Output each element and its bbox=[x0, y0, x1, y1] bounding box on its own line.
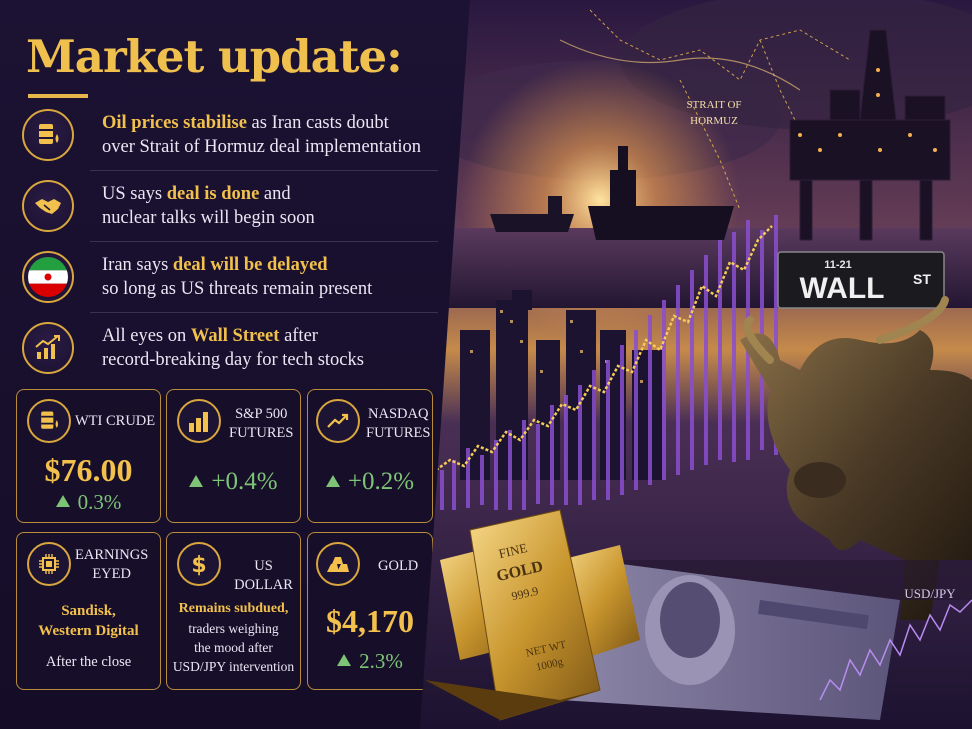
handshake-icon bbox=[22, 180, 74, 232]
usdjpy-label: USD/JPY bbox=[904, 586, 956, 601]
wti-change-value: 0.3% bbox=[77, 490, 122, 514]
news-oil-highlight: Oil prices stabilise bbox=[102, 113, 247, 133]
earnings-company-1: Sandisk, bbox=[61, 603, 116, 619]
usd-headline: Remains subdued, bbox=[178, 601, 289, 616]
earnings-label-line2: EYED bbox=[92, 566, 131, 582]
up-arrow-icon bbox=[325, 475, 340, 487]
news-us-highlight: deal is done bbox=[166, 184, 260, 204]
usd-label: US DOLLAR bbox=[234, 558, 293, 593]
news-item-wall-street: All eyes on Wall Street after record-brea… bbox=[22, 315, 440, 381]
gold-bar-purity: 999.9 bbox=[510, 584, 539, 604]
news-panel: Market update: Oil prices stabilise as I… bbox=[0, 0, 470, 729]
chip-icon bbox=[27, 542, 71, 586]
usd-detail-line3: USD/JPY intervention bbox=[172, 659, 295, 674]
sp500-label-line2: FUTURES bbox=[229, 425, 294, 441]
nasdaq-change-value: +0.2% bbox=[347, 468, 415, 495]
earnings-company-2: Western Digital bbox=[38, 623, 139, 639]
news-oil-line1: as Iran casts doubt bbox=[246, 113, 389, 133]
up-arrow-icon bbox=[189, 475, 204, 487]
sign-street-number: 11-21 bbox=[824, 259, 852, 271]
trend-up-icon bbox=[316, 399, 360, 443]
gold-bars-icon bbox=[316, 542, 360, 586]
sp500-change-value: +0.4% bbox=[211, 468, 278, 495]
tanker-ship-right bbox=[588, 146, 734, 240]
usd-detail: traders weighing the mood after USD/JPY in… bbox=[167, 619, 300, 676]
news-us-pre: US says bbox=[102, 184, 167, 204]
strait-label-2: HORMUZ bbox=[690, 115, 738, 127]
oil-barrel-icon bbox=[22, 109, 74, 161]
bull-statue bbox=[740, 296, 972, 620]
news-iran-highlight: deal will be delayed bbox=[172, 255, 328, 275]
news-ws-highlight: Wall Street bbox=[190, 326, 280, 346]
news-us-rest: and bbox=[259, 184, 291, 204]
news-divider bbox=[90, 312, 438, 313]
chart-up-icon bbox=[22, 322, 74, 374]
wti-change: 0.3% bbox=[17, 490, 160, 515]
title-divider bbox=[28, 94, 88, 98]
news-divider bbox=[90, 170, 438, 171]
card-sp500-futures: S&P 500 FUTURES +0.4% bbox=[166, 389, 301, 523]
tanker-ship-left bbox=[490, 196, 574, 232]
earnings-label: EARNINGS EYED bbox=[75, 546, 148, 584]
bar-chart-icon bbox=[177, 399, 221, 443]
usd-detail-line2: the mood after bbox=[194, 640, 273, 655]
oil-barrel-icon bbox=[27, 399, 71, 443]
news-iran-line2: so long as US threats remain present bbox=[102, 279, 373, 299]
card-gold: GOLD $4,170 2.3% bbox=[307, 532, 433, 690]
dollar-sign-icon: $ bbox=[177, 542, 221, 586]
news-item-iran: Iran says deal will be delayed so long as… bbox=[22, 244, 440, 310]
gold-label: GOLD bbox=[378, 558, 419, 574]
up-arrow-icon bbox=[55, 495, 70, 507]
nasdaq-change: +0.2% bbox=[308, 468, 432, 496]
sign-st-text: ST bbox=[913, 271, 931, 287]
card-wti-crude: WTI CRUDE $76.00 0.3% bbox=[16, 389, 161, 523]
strait-label-1: STRAIT OF bbox=[686, 99, 741, 111]
news-divider bbox=[90, 241, 438, 242]
sign-wall-text: WALL bbox=[800, 272, 885, 305]
news-item-us-deal: US says deal is done and nuclear talks wi… bbox=[22, 173, 440, 239]
gold-change-value: 2.3% bbox=[359, 649, 403, 673]
gold-bars: FINE GOLD 999.9 NET WT 1000g bbox=[425, 509, 640, 721]
card-nasdaq-futures: NASDAQ FUTURES +0.2% bbox=[307, 389, 433, 523]
earnings-companies: Sandisk, Western Digital bbox=[17, 601, 160, 641]
sp500-label-line1: S&P 500 bbox=[235, 406, 288, 422]
svg-text:$: $ bbox=[191, 553, 206, 577]
iran-flag-icon bbox=[22, 251, 74, 303]
news-item-oil: Oil prices stabilise as Iran casts doubt… bbox=[22, 102, 440, 168]
card-us-dollar: $ US DOLLAR Remains subdued, traders wei… bbox=[166, 532, 301, 690]
nasdaq-label-line2: FUTURES bbox=[366, 425, 431, 441]
news-oil-line2: over Strait of Hormuz deal implementatio… bbox=[102, 137, 422, 157]
gold-bar-fine: FINE bbox=[497, 540, 529, 561]
gold-price: $4,170 bbox=[326, 603, 414, 639]
sp500-change: +0.4% bbox=[167, 468, 300, 496]
earnings-label-line1: EARNINGS bbox=[75, 547, 149, 563]
news-us-line2: nuclear talks will begin soon bbox=[102, 208, 315, 228]
wall-street-sign: 11-21 WALL ST bbox=[777, 251, 945, 309]
earnings-note: After the close bbox=[45, 654, 132, 670]
wti-price: $76.00 bbox=[44, 452, 133, 488]
dollar-bill bbox=[560, 560, 900, 720]
page-title: Market update: bbox=[26, 30, 403, 83]
news-ws-rest: after bbox=[279, 326, 318, 346]
up-arrow-icon bbox=[337, 654, 352, 666]
oil-rig bbox=[789, 29, 951, 241]
usdjpy-chart-line bbox=[819, 599, 972, 701]
sp500-label: S&P 500 FUTURES bbox=[229, 405, 293, 443]
price-trend-line bbox=[435, 225, 773, 472]
card-earnings-eyed: EARNINGS EYED Sandisk, Western Digital Aft… bbox=[16, 532, 161, 690]
usd-detail-line1: traders weighing bbox=[188, 621, 279, 636]
nasdaq-label-line1: NASDAQ bbox=[368, 406, 429, 422]
gold-change: 2.3% bbox=[308, 649, 432, 674]
news-ws-pre: All eyes on bbox=[102, 326, 191, 346]
nasdaq-label: NASDAQ FUTURES bbox=[366, 405, 430, 443]
news-iran-pre: Iran says bbox=[102, 255, 173, 275]
news-ws-line2: record-breaking day for tech stocks bbox=[102, 350, 364, 370]
wti-label: WTI CRUDE bbox=[75, 413, 156, 429]
